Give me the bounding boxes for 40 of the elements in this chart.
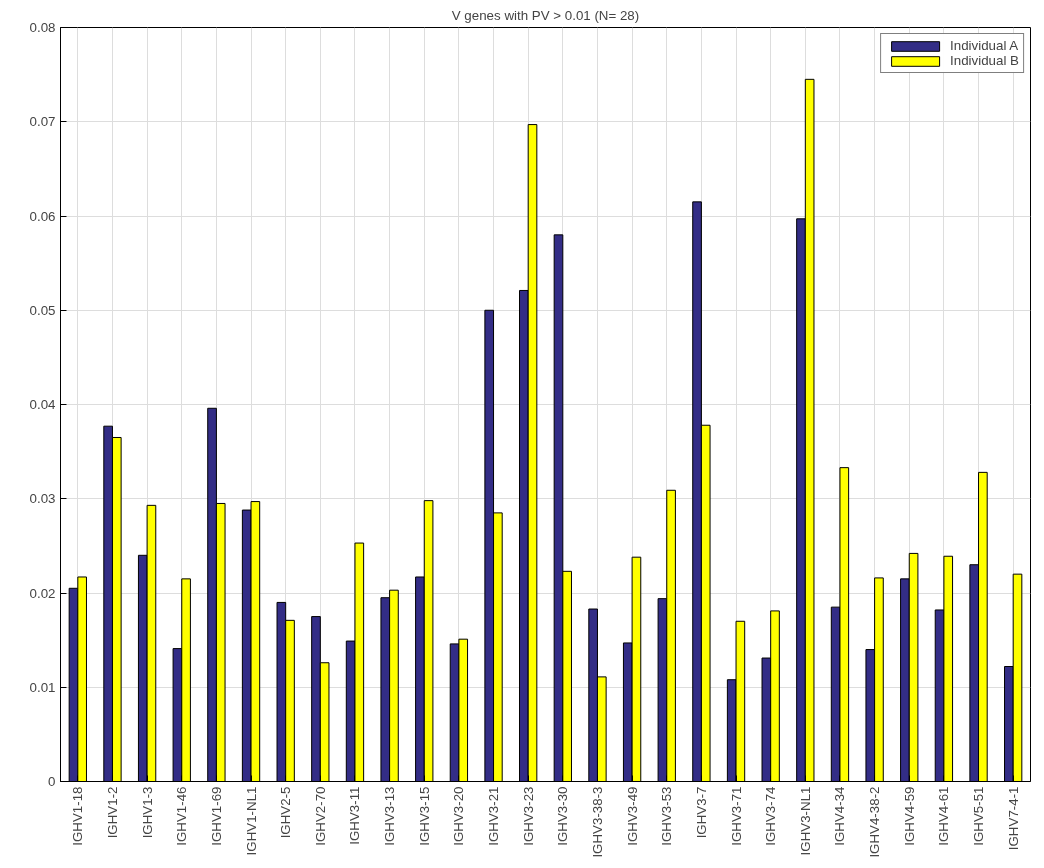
x-tick-label: IGHV3-49 — [624, 786, 640, 846]
x-tick-label: IGHV7-4-1 — [1005, 786, 1021, 851]
y-tick-label: 0.07 — [29, 114, 56, 130]
x-tick-label: IGHV2-5 — [278, 786, 294, 839]
x-tick-label: IGHV3-20 — [451, 786, 467, 846]
y-tick-label: 0 — [48, 774, 56, 789]
chart-title: V genes with PV > 0.01 (N= 28) — [451, 7, 640, 23]
x-tick-label: IGHV4-61 — [936, 786, 952, 846]
x-tick-label: IGHV3-23 — [520, 786, 536, 846]
x-tick-label: IGHV3-38-3 — [589, 786, 605, 858]
y-tick-label: 0.02 — [29, 585, 56, 601]
x-tick-label: IGHV3-11 — [347, 786, 363, 845]
y-tick-label: 0.08 — [29, 20, 56, 35]
x-tick-label: IGHV3-7 — [693, 786, 709, 839]
x-tick-label: IGHV4-38-2 — [867, 786, 883, 858]
x-tick-label: IGHV3-13 — [382, 786, 398, 846]
y-tick-label: 0.04 — [29, 397, 57, 412]
x-tick-label: IGHV1-2 — [104, 786, 120, 839]
y-tick-label: 0.06 — [29, 208, 56, 224]
x-tick-label: IGHV3-21 — [486, 786, 502, 846]
x-tick-label: IGHV4-34 — [832, 785, 848, 846]
y-tick-label: 0.05 — [29, 302, 56, 318]
x-tick-label: IGHV1-NL1 — [243, 786, 259, 856]
x-tick-label: IGHV3-NL1 — [797, 786, 813, 856]
x-tick-label: IGHV1-69 — [208, 786, 224, 846]
y-tick-label: 0.01 — [29, 679, 56, 695]
legend-label: Individual A — [950, 38, 1019, 53]
x-tick-label: IGHV2-70 — [312, 786, 328, 846]
x-tick-label: IGHV3-74 — [763, 785, 779, 846]
x-tick-label: IGHV1-18 — [70, 786, 86, 846]
x-tick-label: IGHV3-15 — [416, 786, 432, 846]
x-tick-label: IGHV3-53 — [659, 786, 675, 846]
x-tick-label: IGHV1-3 — [139, 786, 155, 839]
x-tick-label: IGHV4-59 — [901, 786, 917, 846]
x-tick-label: IGHV1-46 — [174, 786, 190, 846]
y-tick-label: 0.03 — [29, 491, 56, 507]
x-tick-label: IGHV5-51 — [971, 786, 987, 846]
legend-label: Individual B — [950, 53, 1019, 68]
x-tick-label: IGHV3-71 — [728, 786, 744, 846]
x-tick-label: IGHV3-30 — [555, 786, 571, 846]
